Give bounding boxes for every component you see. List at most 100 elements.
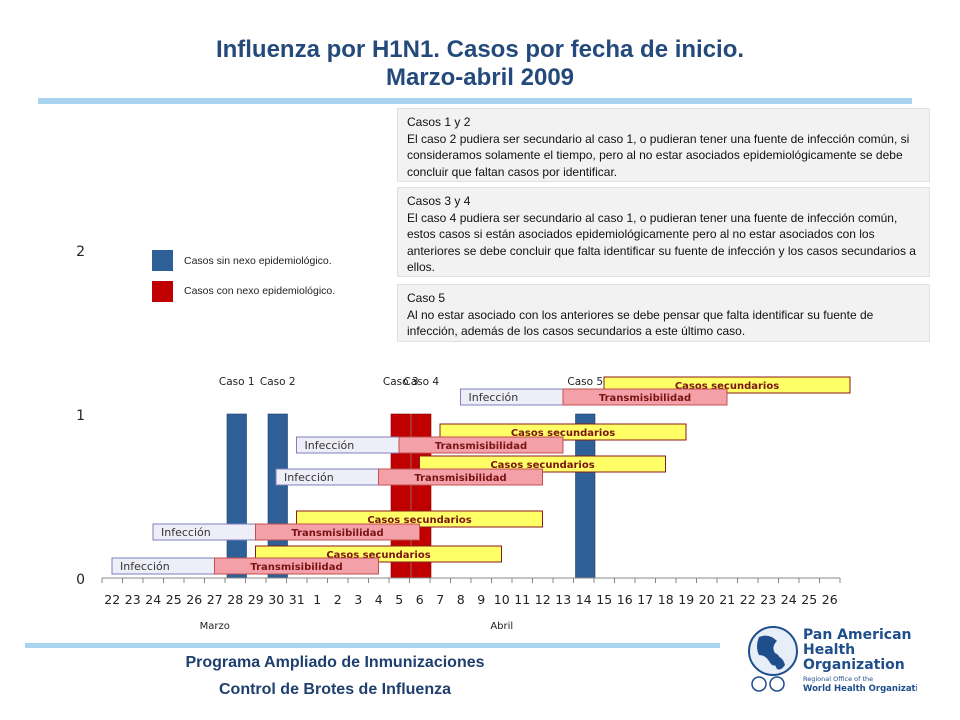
transmissibility-period-label: Transmisibilidad (414, 473, 506, 484)
month-label: Marzo (200, 621, 230, 632)
transmissibility-period-bar (378, 468, 543, 486)
transmissibility-period-bar (255, 523, 420, 541)
secondary-cases-bar (296, 510, 543, 528)
y-tick-label: 1 (76, 408, 85, 424)
title-line-1: Influenza por H1N1. Casos por fecha de i… (215, 36, 745, 63)
infection-period-bar (111, 557, 215, 575)
logo-name-line-1: Pan American (803, 627, 912, 643)
page-title: Influenza por H1N1. Casos por fecha de i… (110, 36, 850, 92)
x-tick-label: 25 (801, 592, 817, 607)
x-tick-label: 17 (637, 592, 653, 607)
logo-sub-line-2: World Health Organization (803, 684, 917, 694)
transmissibility-period-bar (398, 436, 564, 454)
x-tick-label: 1 (313, 592, 321, 607)
top-divider (38, 98, 912, 104)
x-tick-label: 19 (678, 592, 694, 607)
transmissibility-period-label: Transmisibilidad (250, 562, 342, 573)
legend-label-linked: Casos con nexo epidemiológico. (184, 285, 336, 297)
x-tick-label: 10 (494, 592, 510, 607)
transmissibility-period-label: Transmisibilidad (291, 528, 383, 539)
x-tick-label: 2 (334, 592, 342, 607)
secondary-cases-label: Casos secundarios (326, 550, 430, 561)
month-label: Abril (490, 621, 513, 632)
legend-label-unlinked: Casos sin nexo epidemiológico. (184, 255, 332, 267)
case-label: Caso 4 (403, 376, 439, 388)
case-label: Caso 2 (260, 376, 296, 388)
logo-sub-line-1: Regional Office of the (803, 675, 873, 683)
paho-logo: Pan American Health Organization Regiona… (745, 625, 930, 695)
x-tick-label: 8 (457, 592, 465, 607)
who-emblem-icon (769, 676, 785, 692)
case-label: Caso 1 (219, 376, 255, 388)
x-tick-label: 4 (375, 592, 383, 607)
x-tick-label: 20 (699, 592, 715, 607)
case-bar (390, 413, 411, 579)
x-tick-label: 29 (248, 592, 264, 607)
x-tick-label: 11 (514, 592, 530, 607)
bottom-divider (25, 643, 720, 648)
logo-name-line-2: Health (803, 642, 855, 658)
secondary-cases-bar (419, 455, 666, 473)
emblem-icon (751, 676, 767, 692)
x-tick-label: 23 (125, 592, 141, 607)
x-tick-label: 14 (576, 592, 592, 607)
x-tick-label: 12 (535, 592, 551, 607)
x-tick-label: 26 (186, 592, 202, 607)
infection-period-label: Infección (305, 439, 355, 452)
note-cases-3-4: Casos 3 y 4 El caso 4 pudiera ser secund… (397, 187, 930, 277)
note-heading: Casos 1 y 2 (407, 115, 471, 129)
infection-period-label: Infección (120, 560, 170, 573)
infection-period-bar (296, 436, 400, 454)
x-tick-label: 18 (658, 592, 674, 607)
x-tick-label: 23 (760, 592, 776, 607)
x-tick-label: 24 (781, 592, 797, 607)
x-tick-label: 24 (145, 592, 161, 607)
secondary-cases-label: Casos secundarios (675, 381, 779, 392)
secondary-cases-bar (603, 376, 851, 394)
note-heading: Caso 5 (407, 291, 446, 305)
transmissibility-period-bar (214, 557, 379, 575)
case-bar (226, 413, 247, 579)
secondary-cases-bar (255, 545, 502, 563)
transmissibility-period-bar (562, 388, 728, 406)
transmissibility-period-label: Transmisibilidad (435, 441, 527, 452)
secondary-cases-label: Casos secundarios (490, 460, 594, 471)
note-cases-1-2: Casos 1 y 2 El caso 2 pudiera ser secund… (397, 108, 930, 182)
x-tick-label: 16 (617, 592, 633, 607)
secondary-cases-label: Casos secundarios (367, 515, 471, 526)
x-tick-label: 9 (477, 592, 485, 607)
x-tick-label: 28 (227, 592, 243, 607)
footer-line-2: Control de Brotes de Influenza (218, 681, 451, 698)
x-tick-label: 31 (289, 592, 305, 607)
case-bar (267, 413, 288, 579)
infection-period-label: Infección (161, 526, 211, 539)
case-bar (575, 413, 596, 579)
note-body: El caso 2 pudiera ser secundario al caso… (407, 131, 910, 179)
x-tick-label: 6 (416, 592, 424, 607)
logo-name-line-3: Organization (803, 657, 905, 673)
note-body: El caso 4 pudiera ser secundario al caso… (407, 210, 916, 275)
x-tick-label: 22 (104, 592, 120, 607)
infection-period-label: Infección (284, 471, 334, 484)
infection-period-bar (275, 468, 379, 486)
infection-period-label: Infección (469, 391, 519, 404)
infection-period-bar (460, 388, 564, 406)
transmissibility-period-label: Transmisibilidad (599, 393, 691, 404)
x-tick-label: 27 (207, 592, 223, 607)
x-tick-label: 3 (354, 592, 362, 607)
x-tick-label: 25 (166, 592, 182, 607)
note-body: Al no estar asociado con los anteriores … (407, 307, 874, 339)
x-tick-label: 22 (740, 592, 756, 607)
x-tick-label: 5 (395, 592, 403, 607)
x-tick-label: 13 (555, 592, 571, 607)
case-bar (411, 413, 432, 579)
y-tick-label: 2 (76, 244, 85, 260)
x-tick-label: 15 (596, 592, 612, 607)
legend-swatch-linked (152, 281, 173, 302)
footer-line-1: Programa Ampliado de Inmunizaciones (185, 654, 485, 671)
note-case-5: Caso 5 Al no estar asociado con los ante… (397, 284, 930, 342)
infection-period-bar (152, 523, 256, 541)
case-label: Caso 3 (383, 376, 419, 388)
x-tick-label: 26 (822, 592, 838, 607)
note-heading: Casos 3 y 4 (407, 194, 471, 208)
